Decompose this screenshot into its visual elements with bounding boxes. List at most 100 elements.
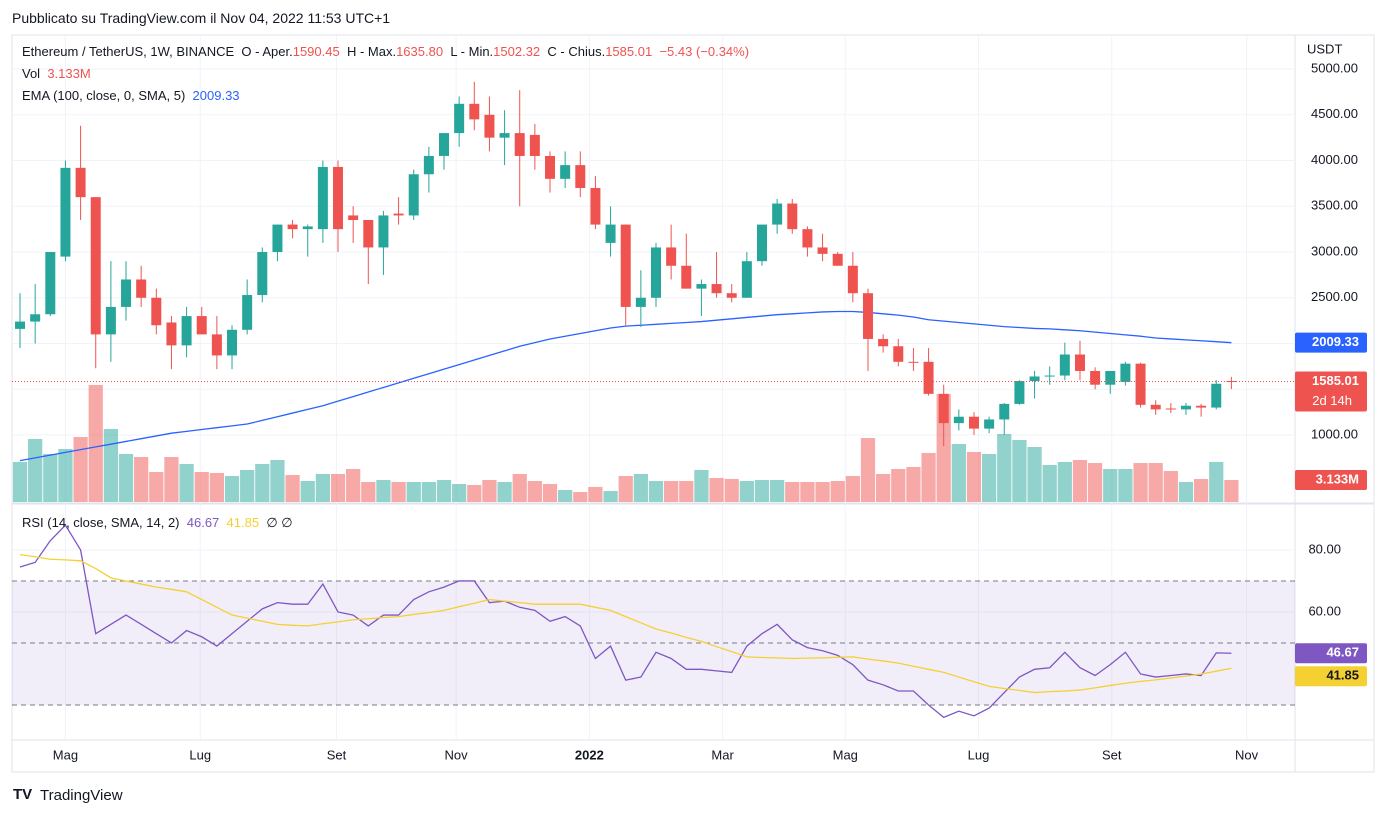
volume-bar bbox=[800, 481, 815, 502]
rsi-sma-value: 41.85 bbox=[226, 515, 260, 530]
volume-bar bbox=[542, 484, 558, 502]
candle-body bbox=[1029, 376, 1040, 382]
volume-bar bbox=[255, 464, 270, 502]
candle-body bbox=[1196, 405, 1207, 408]
candle-body bbox=[30, 314, 41, 322]
candle-body bbox=[878, 338, 889, 347]
rsi-line bbox=[19, 553, 1232, 694]
volume-bar bbox=[1194, 478, 1209, 502]
volume-bar bbox=[88, 385, 103, 502]
y-tick-label: 4500.00 bbox=[1311, 106, 1358, 121]
ema-name: EMA (100, close, 0, SMA, 5) bbox=[22, 88, 186, 103]
volume-bar bbox=[770, 480, 785, 502]
y-tick-label: 5000.00 bbox=[1311, 60, 1358, 75]
volume-bar bbox=[134, 456, 149, 502]
candle-body bbox=[90, 197, 101, 335]
candle-body bbox=[984, 419, 995, 429]
candle-body bbox=[75, 167, 86, 198]
y-tick-label: 1000.00 bbox=[1311, 426, 1358, 441]
volume-bar bbox=[179, 464, 194, 502]
volume-bar bbox=[830, 481, 845, 502]
volume-bar bbox=[285, 475, 300, 502]
volume-bar bbox=[1133, 463, 1148, 502]
volume-bar bbox=[224, 476, 240, 502]
candle-body bbox=[45, 252, 56, 315]
volume-bar bbox=[603, 490, 618, 502]
volume-bar bbox=[270, 460, 285, 502]
volume-bar bbox=[497, 481, 512, 502]
candle-body bbox=[1014, 381, 1025, 404]
candle-body bbox=[1211, 383, 1222, 408]
volume-bar bbox=[482, 480, 497, 502]
volume-bar bbox=[648, 481, 664, 502]
volume-bar bbox=[951, 443, 966, 502]
candle-body bbox=[847, 265, 858, 294]
volume-bar bbox=[346, 468, 361, 502]
ema-last-box bbox=[1295, 332, 1367, 353]
volume-bar bbox=[1178, 481, 1194, 502]
candle-body bbox=[121, 279, 132, 307]
candle-body bbox=[257, 252, 268, 296]
candle-body bbox=[1105, 370, 1116, 385]
close-value: 1585.01 bbox=[605, 44, 653, 59]
candle-body bbox=[227, 329, 238, 356]
legend-rsi: RSI (14, close, SMA, 14, 2) 46.67 41.85 … bbox=[22, 515, 293, 531]
volume-bar bbox=[330, 473, 346, 502]
candle-body bbox=[1180, 405, 1191, 410]
candle-body bbox=[893, 346, 904, 362]
volume-bar bbox=[209, 472, 224, 502]
price-last: 1585.01 bbox=[1312, 373, 1359, 388]
rsi-name: RSI (14, close, SMA, 14, 2) bbox=[22, 515, 180, 530]
candle-body bbox=[741, 261, 752, 298]
volume-bar bbox=[240, 469, 255, 502]
candle-body bbox=[484, 114, 495, 138]
candle-body bbox=[136, 279, 147, 298]
candle-body bbox=[378, 215, 389, 248]
volume-bar bbox=[906, 467, 921, 502]
volume-bar bbox=[1209, 461, 1224, 502]
y-tick-label: 3500.00 bbox=[1311, 198, 1358, 213]
volume-bar bbox=[891, 468, 906, 502]
candle-body bbox=[181, 316, 192, 346]
candle-body bbox=[1090, 370, 1101, 385]
rsi-extra: ∅ ∅ bbox=[266, 515, 293, 530]
currency: USDT bbox=[1307, 41, 1342, 56]
candle-body bbox=[469, 103, 480, 120]
volume-bar bbox=[406, 481, 421, 502]
volume-name: Vol bbox=[22, 66, 41, 81]
legend-price: Ethereum / TetherUS, 1W, BINANCE O - Ape… bbox=[22, 44, 749, 59]
candle-body bbox=[60, 167, 71, 257]
rsi-sma-last: 41.85 bbox=[1326, 668, 1359, 683]
candle-body bbox=[605, 224, 616, 243]
rsi-line bbox=[19, 524, 1232, 719]
volume-bar bbox=[982, 453, 997, 502]
volume-bar bbox=[103, 428, 118, 502]
y-tick-label: 4000.00 bbox=[1311, 152, 1358, 167]
x-tick-label: Nov bbox=[445, 747, 469, 762]
volume-bar bbox=[28, 439, 43, 502]
candle-body bbox=[923, 361, 934, 394]
candle-body bbox=[393, 213, 404, 216]
candle-body bbox=[575, 165, 586, 188]
candle-body bbox=[802, 229, 813, 248]
candle-body bbox=[1150, 404, 1161, 410]
footer-text: TradingView bbox=[40, 787, 123, 804]
candle-body bbox=[681, 265, 692, 289]
rsi-last-box bbox=[1295, 643, 1367, 664]
y-tick-label: 3000.00 bbox=[1311, 243, 1358, 258]
x-tick-label: Lug bbox=[189, 747, 211, 762]
candle-body bbox=[211, 334, 222, 356]
volume-bar bbox=[1088, 463, 1103, 502]
candle-body bbox=[635, 297, 646, 307]
volume-bar bbox=[997, 434, 1012, 502]
volume-bar bbox=[512, 473, 527, 502]
candle-body bbox=[1226, 380, 1237, 382]
x-tick-label: Mar bbox=[711, 747, 734, 762]
rsi-value: 46.67 bbox=[186, 515, 220, 530]
volume-bar bbox=[194, 472, 209, 502]
candle-body bbox=[651, 247, 661, 298]
volume-bar bbox=[694, 469, 709, 502]
candle-body bbox=[968, 416, 979, 429]
candle-body bbox=[696, 284, 707, 289]
